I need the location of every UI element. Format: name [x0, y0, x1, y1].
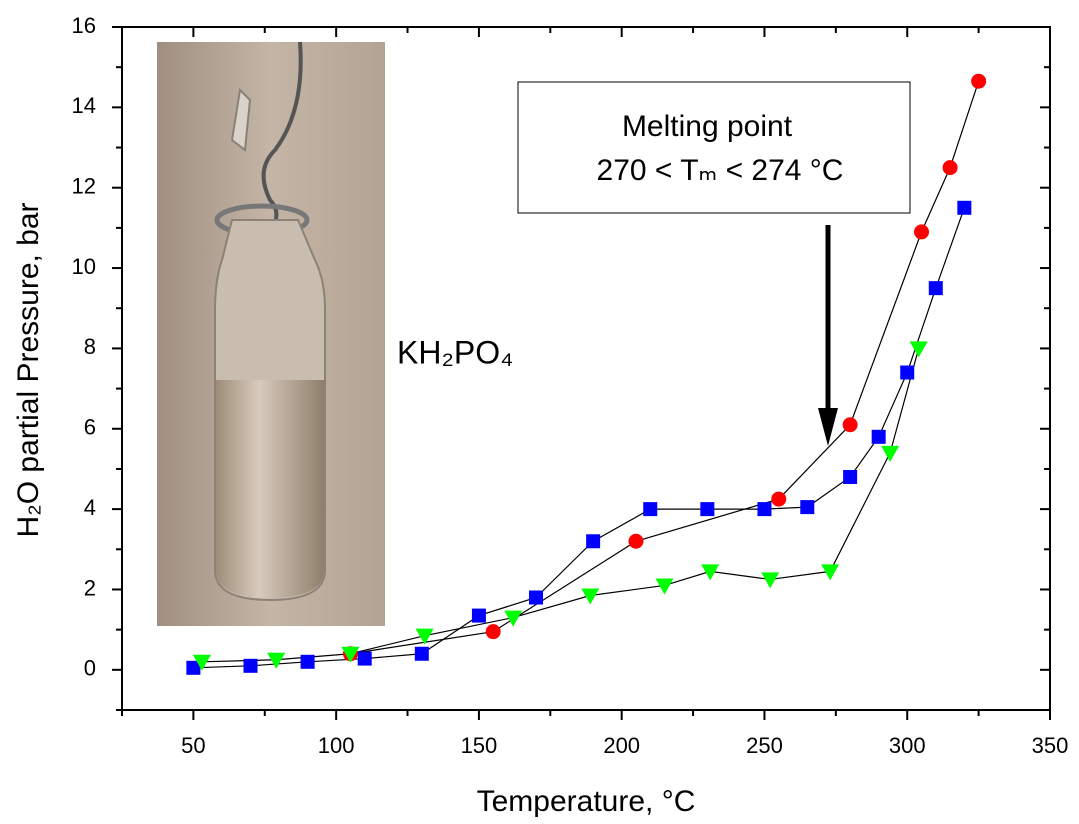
- point: [341, 646, 360, 663]
- x-tick-label: 200: [603, 733, 640, 758]
- y-tick-label: 2: [84, 575, 96, 600]
- x-tick-label: 150: [461, 733, 498, 758]
- point: [843, 469, 858, 484]
- x-tick-label: 100: [318, 733, 355, 758]
- point: [757, 502, 772, 517]
- point: [485, 624, 501, 640]
- x-tick-label: 350: [1032, 733, 1069, 758]
- plot-frame: [121, 26, 1051, 711]
- x-tick-label: 300: [889, 733, 926, 758]
- point: [900, 365, 915, 380]
- point: [300, 654, 315, 669]
- y-tick-label: 8: [84, 334, 96, 359]
- point: [771, 491, 787, 507]
- point: [581, 588, 600, 605]
- y-tick-label: 4: [84, 495, 96, 520]
- point: [186, 660, 201, 675]
- y-tick-label: 0: [84, 656, 96, 681]
- point: [471, 608, 486, 623]
- y-tick-label: 14: [72, 93, 96, 118]
- y-tick-label: 10: [72, 254, 96, 279]
- point: [928, 281, 943, 296]
- point: [909, 341, 928, 358]
- point: [821, 564, 840, 581]
- point: [357, 651, 372, 666]
- point: [655, 578, 674, 595]
- point: [192, 654, 211, 671]
- x-axis-label: Temperature, °C: [477, 785, 696, 818]
- point: [529, 590, 544, 605]
- photo: [157, 41, 385, 626]
- point: [914, 224, 930, 240]
- y-axis-label: H₂O partial Pressure, bar: [12, 202, 45, 537]
- series-line: [201, 348, 920, 663]
- point: [643, 502, 658, 517]
- y-tick-label: 12: [72, 174, 96, 199]
- point: [942, 160, 958, 176]
- point: [700, 502, 715, 517]
- point: [504, 610, 523, 627]
- point: [871, 429, 886, 444]
- point: [842, 417, 858, 433]
- point: [415, 628, 434, 645]
- annotation-box: [517, 81, 911, 214]
- x-tick-label: 50: [181, 733, 205, 758]
- compound-label: KH₂PO₄: [397, 334, 513, 370]
- arrow-head: [818, 408, 838, 446]
- annotation: Melting point: [622, 110, 793, 143]
- point: [761, 572, 780, 589]
- point: [800, 500, 815, 515]
- annotation: 270 < Tₘ < 274 °C: [597, 154, 844, 187]
- point: [957, 200, 972, 215]
- point: [243, 658, 258, 673]
- point: [701, 564, 720, 581]
- point: [586, 534, 601, 549]
- y-tick-label: 16: [72, 13, 96, 38]
- x-tick-label: 250: [746, 733, 783, 758]
- point: [881, 445, 900, 462]
- point: [628, 533, 644, 549]
- point: [971, 73, 987, 89]
- point: [267, 652, 286, 669]
- y-tick-label: 6: [84, 415, 96, 440]
- point: [414, 646, 429, 661]
